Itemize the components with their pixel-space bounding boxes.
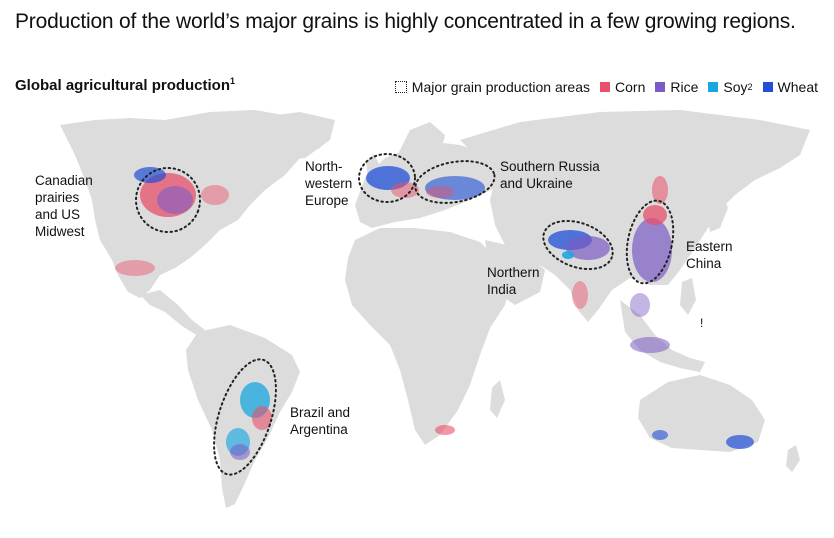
land-south-america (186, 325, 300, 508)
corn-area-europe (391, 182, 419, 198)
land-arabia (485, 240, 545, 305)
wheat-area-russia (425, 176, 485, 200)
outline-brazil (213, 358, 277, 476)
legend-label-corn: Corn (615, 79, 646, 95)
page-title: Production of the world’s major grains i… (15, 10, 796, 33)
corn-area-china-northeast (652, 176, 668, 204)
region-label-china-text: Eastern China (686, 239, 733, 271)
land-central-america (140, 290, 205, 336)
world-map (60, 110, 810, 508)
rice-area-us (157, 186, 193, 214)
rice-area-southeast-asia (630, 337, 670, 353)
corn-area-ukraine (426, 186, 454, 198)
production-patterns (115, 166, 754, 460)
soy-area-india (562, 251, 574, 259)
rice-swatch-icon (655, 82, 666, 92)
legend-item-corn: Corn (600, 79, 645, 95)
subtitle-text: Global agricultural production (15, 77, 231, 94)
corn-area-mexico (115, 260, 155, 276)
land-north-america (60, 110, 330, 298)
corn-area-brazil (252, 406, 272, 430)
corn-area-china (643, 205, 667, 225)
region-label-russia-text: Southern Russia and Ukraine (500, 159, 600, 191)
legend-label-wheat: Wheat (777, 79, 818, 95)
rice-area-indochina (630, 293, 650, 317)
outline-china (625, 199, 675, 285)
region-label-india: Northern India (487, 264, 540, 298)
region-label-us: Canadian prairies and US Midwest (35, 172, 93, 240)
land-new-zealand (786, 445, 800, 472)
corn-swatch-icon (600, 82, 611, 92)
land-madagascar (490, 380, 505, 418)
region-label-brazil: Brazil and Argentina (290, 404, 350, 438)
legend-label-soy: Soy (723, 79, 748, 95)
annotation-mark: ! (700, 316, 704, 330)
outline-europe (358, 153, 416, 203)
dotted-box-icon (394, 81, 407, 93)
land-masses (60, 110, 810, 508)
legend-item-soy: Soy 2 (708, 79, 753, 95)
corn-area-india-south (572, 281, 588, 309)
legend-item-wheat: Wheat (762, 79, 818, 95)
rice-area-china (632, 218, 672, 282)
land-philippines (680, 278, 696, 315)
land-africa (345, 228, 510, 445)
land-greenland (255, 112, 335, 160)
rice-area-argentina (230, 444, 250, 460)
outline-india (542, 219, 614, 271)
wheat-area-us (134, 167, 166, 183)
corn-area-south-africa (435, 425, 455, 435)
region-label-russia: Southern Russia and Ukraine (500, 158, 600, 192)
region-label-brazil-text: Brazil and Argentina (290, 405, 351, 437)
land-australia (638, 375, 765, 452)
legend-label-rice: Rice (670, 79, 699, 95)
production-area-outlines (135, 153, 675, 476)
land-asia (460, 110, 810, 322)
outline-us (135, 167, 201, 233)
soy-swatch-icon (708, 82, 719, 92)
land-japan (708, 192, 728, 232)
land-southeast-asia (620, 300, 705, 372)
region-label-europe-text: North- western Europe (305, 159, 353, 208)
map-subtitle: Global agricultural production1 (15, 76, 235, 94)
corn-area-us-east (201, 185, 229, 205)
land-scandinavia (395, 122, 445, 168)
wheat-area-australia-west (652, 430, 668, 440)
legend-item-rice: Rice (655, 79, 698, 95)
legend-label-areas: Major grain production areas (411, 79, 591, 95)
subtitle-footnote: 1 (230, 76, 236, 86)
region-label-us-text: Canadian prairies and US Midwest (35, 173, 93, 239)
region-label-europe: North- western Europe (305, 158, 352, 209)
rice-area-india (566, 236, 610, 260)
region-label-china: Eastern China (686, 238, 733, 272)
region-label-india-text: Northern India (487, 265, 540, 297)
wheat-area-australia (726, 435, 754, 449)
legend-item-areas: Major grain production areas (394, 79, 591, 95)
wheat-swatch-icon (762, 82, 773, 92)
legend-soy-footnote: 2 (747, 82, 753, 92)
outline-russia (414, 160, 496, 204)
legend: Major grain production areas Corn Rice S… (394, 79, 818, 95)
